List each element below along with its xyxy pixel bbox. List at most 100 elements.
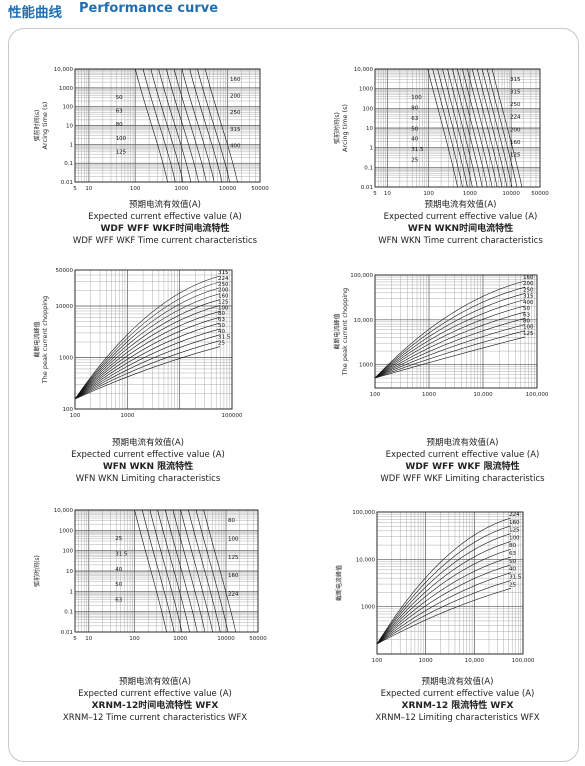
series-label: 160 [523,275,534,281]
y-tick-label: 0.1 [64,610,73,616]
y-tick-label: 1000 [359,363,373,369]
series-curve [195,509,229,633]
series-label: 100 [509,535,520,541]
x-axis-label-en: Expected current effective value (A) [78,689,232,699]
y-tick-label: 1 [370,146,374,152]
x-tick-label: 10 [384,191,391,197]
series-label: 25 [218,341,225,347]
series-label: 31.5 [218,335,231,341]
series-curve [376,572,512,645]
series-label: 315 [230,127,241,133]
series-label: 100 [218,305,229,311]
series-curve [181,68,215,183]
series-curve [150,68,184,183]
x-tick-label: 100,000 [526,392,549,398]
series-curve [149,509,183,633]
y-tick-label: 0.01 [61,630,73,636]
series-curve [142,68,176,183]
series-curve [74,328,221,400]
series-label: 63 [523,312,530,318]
x-axis-label-en: Expected current effective value (A) [380,689,535,699]
series-label: 50 [411,126,418,132]
series-label: 80 [228,518,235,524]
series-label: 125 [510,152,521,158]
chart-p5: 5 10 100 1000 10000 50000 10,000 1000 100 10 1 0.1 0… [33,508,267,642]
chart-title-en: XRNM–12 Time current characteristics WFX [62,713,248,723]
series-label: 80 [116,122,123,128]
series-label: 40 [509,567,516,573]
series-curve [188,509,221,633]
series-label: 160 [218,294,229,300]
y-tick-label: 100 [363,106,374,112]
y-tick-label: 1000 [59,86,73,92]
series-curve [134,509,167,633]
series-label: 80 [523,319,530,325]
series-curve [204,68,238,183]
chart-caption-p6: 预期电流有效值(A) Expected current effective val… [365,676,550,724]
series-curve [376,580,512,645]
x-tick-label: 100 [130,186,141,192]
chart-title-cn: XRNM-12 限流特性 WFX [401,701,514,711]
chart-title-cn: WFN WKN 限流特性 [102,462,194,472]
series-curve [467,68,498,188]
y-tick-label: 100 [63,407,74,413]
series-label: 250 [510,102,521,108]
chart-p1: 5 10 100 1000 10000 50000 10,000 1000 100 10 1 0.1 0… [33,67,269,192]
series-label: 125 [523,331,534,337]
series-label: 100 [228,536,239,542]
y-tick-label: 10,000 [54,67,74,73]
series-curve [376,525,512,645]
series-curves [376,517,512,645]
y-axis-label-en: The peak current chopping [41,296,49,385]
series-curve [432,68,463,188]
series-label: 25 [509,582,516,588]
series-curve [189,68,223,183]
series-labels: 100 80 63 50 40 31.5 25 315 315 250 224 200 160 125 [411,77,521,164]
series-curves [135,68,238,183]
series-label: 25 [411,158,418,164]
content-frame [8,28,579,762]
series-label: 200 [510,127,521,133]
series-curve [376,556,512,645]
series-label: 31.5 [115,551,128,557]
series-curve [374,317,526,379]
x-axis-label-cn: 预期电流有效值(A) [421,677,494,687]
chart-caption-p5: 预期电流有效值(A) Expected current effective val… [50,676,260,724]
chart-p2: 5 10 100 1000 10000 50000 10,000 1000 100 10 1 0.1 0… [333,67,549,197]
series-curve [471,68,503,188]
series-curve [157,509,190,633]
x-tick-label: 10000 [217,636,235,642]
chart-p4: 100 1000 10,000 100,000 100,000 10,000 1000 截断电… [333,273,549,398]
x-tick-label: 100 [372,658,383,664]
x-tick-label: 10 [85,636,92,642]
y-axis-label-cn: 截断电流峰值 [33,321,41,357]
y-axis-label-cn: 截断电流峰值 [333,313,341,349]
y-axis-label-cn: 截断电流峰值 [335,565,343,601]
series-label: 315 [218,270,229,276]
series-curve [486,68,518,188]
series-label: 125 [116,149,127,155]
chart-title-cn: XRNM-12时间电流特性 WFX [91,701,219,711]
series-curve [427,68,458,188]
series-label: 250 [523,287,534,293]
x-tick-label: 5 [73,636,77,642]
series-label: 160 [230,77,241,83]
series-curve [203,509,236,633]
x-axis-label-en: Expected current effective value (A) [383,212,538,222]
plot-border [374,274,538,389]
series-curve [481,68,513,188]
series-label: 125 [228,555,239,561]
y-tick-label: 10,000 [354,67,374,73]
series-label: 40 [115,567,122,573]
x-tick-label: 10000 [502,191,520,197]
grid [74,68,261,183]
y-tick-label: 1000 [361,605,375,611]
chart-p3: 100 1000 100000 50000 10000 1000 100 截断电流峰值 The … [33,268,243,419]
series-curve [74,305,221,400]
x-tick-label: 50000 [531,191,549,197]
series-label: 315 [510,90,521,96]
series-curve [457,68,488,188]
series-curve [374,293,526,379]
